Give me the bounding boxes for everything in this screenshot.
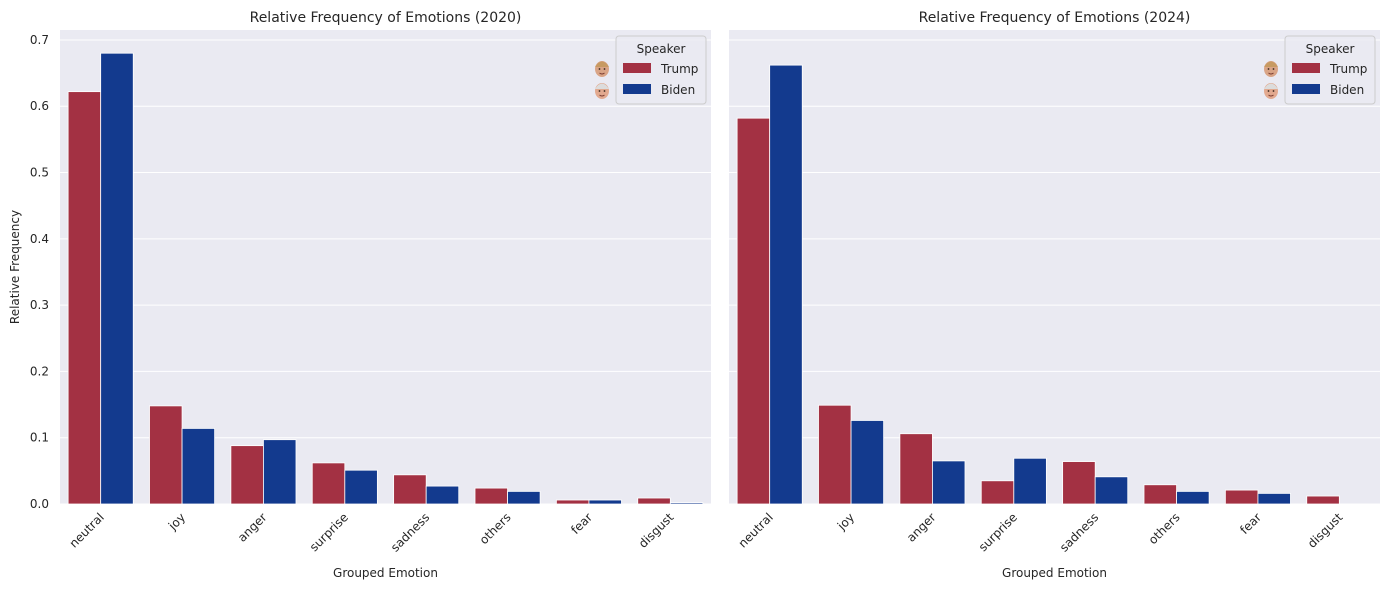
y-tick-label: 0.1 — [30, 431, 49, 445]
x-tick-label: others — [1146, 510, 1183, 547]
bar-trump-fear — [1224, 489, 1259, 505]
legend-swatch-biden — [1292, 84, 1320, 94]
eye — [603, 68, 606, 70]
legend-label-trump: Trump — [1329, 62, 1367, 76]
eye — [603, 90, 606, 92]
bar-biden-joy — [850, 420, 885, 505]
legend-title: Speaker — [637, 42, 686, 56]
biden-face-icon — [595, 83, 609, 99]
x-axis-label: Grouped Emotion — [1002, 566, 1107, 580]
y-tick-label: 0.6 — [30, 99, 49, 113]
x-tick-label: sadness — [388, 510, 432, 554]
chart-title: Relative Frequency of Emotions (2020) — [250, 10, 522, 26]
mouth — [1268, 72, 1274, 75]
bar-biden-sadness — [425, 485, 460, 505]
hair — [595, 61, 609, 67]
bar-biden-joy — [181, 428, 216, 505]
eye — [1267, 68, 1270, 70]
legend-swatch-trump — [1292, 63, 1320, 73]
bar-trump-surprise — [311, 462, 346, 505]
eye — [1272, 90, 1275, 92]
x-tick-label: neutral — [67, 510, 107, 550]
x-tick-label: surprise — [976, 510, 1020, 554]
biden-face-icon — [1264, 83, 1278, 99]
bar-biden-others — [507, 491, 541, 505]
x-axis-label: Grouped Emotion — [333, 566, 438, 580]
hair — [1264, 83, 1278, 89]
subplot-1: 0.0 0.1 0.2 0.3 0.4 0.5 0.6 0.7 neutral joy anger s… — [8, 10, 711, 580]
bar-biden-anger — [263, 439, 297, 505]
eye — [1267, 90, 1270, 92]
bar-trump-anger — [230, 445, 264, 505]
subplot-2: neutral joy anger surprise sadness others fear… — [729, 10, 1380, 580]
bar-biden-fear — [588, 499, 622, 505]
bar-biden-disgust — [669, 502, 704, 505]
x-tick-label: others — [477, 510, 514, 547]
x-tick-label: joy — [165, 510, 188, 533]
y-tick-label: 0.0 — [30, 497, 49, 511]
bar-trump-sadness — [1062, 461, 1096, 505]
bar-biden-surprise — [1013, 457, 1047, 505]
x-tick-label: neutral — [736, 510, 776, 550]
y-tick-label: 0.5 — [30, 166, 49, 180]
x-tick-label: fear — [1237, 510, 1264, 537]
bar-trump-neutral — [67, 91, 102, 505]
mouth — [1268, 94, 1274, 97]
chart-title: Relative Frequency of Emotions (2024) — [919, 10, 1191, 26]
x-tick-label: surprise — [307, 510, 351, 554]
bar-trump-joy — [818, 404, 852, 505]
bar-trump-neutral — [736, 117, 771, 505]
y-axis-label: Relative Frequency — [8, 210, 22, 324]
x-tick-label: disgust — [636, 510, 677, 551]
y-tick-label: 0.2 — [30, 364, 49, 378]
x-tick-label: anger — [235, 510, 270, 545]
y-tick-label: 0.7 — [30, 33, 49, 47]
bar-biden-sadness — [1094, 476, 1129, 505]
bar-biden-others — [1176, 491, 1210, 505]
y-tick-label: 0.4 — [30, 232, 49, 246]
bar-trump-disgust — [1306, 495, 1340, 505]
bar-biden-surprise — [344, 469, 378, 505]
legend-label-biden: Biden — [1330, 83, 1364, 97]
legend-label-biden: Biden — [661, 83, 695, 97]
legend: Speaker Trump Biden — [615, 35, 707, 105]
bar-biden-fear — [1257, 492, 1291, 505]
legend-label-trump: Trump — [660, 62, 698, 76]
bar-biden-neutral — [769, 64, 803, 505]
x-tick-label: disgust — [1305, 510, 1346, 551]
x-tick-label: sadness — [1057, 510, 1101, 554]
legend-swatch-biden — [623, 84, 651, 94]
bar-trump-others — [474, 487, 508, 505]
eye — [1272, 68, 1275, 70]
x-tick-label: joy — [834, 510, 857, 533]
mouth — [599, 72, 605, 75]
legend-swatch-trump — [623, 63, 651, 73]
bar-trump-disgust — [637, 497, 671, 505]
y-tick-label: 0.3 — [30, 298, 49, 312]
x-tick-label: fear — [568, 510, 595, 537]
bar-trump-surprise — [980, 480, 1015, 505]
legend: Speaker Trump Biden — [1284, 35, 1376, 105]
trump-face-icon — [595, 61, 609, 77]
bar-biden-neutral — [100, 52, 134, 505]
eye — [598, 90, 601, 92]
hair — [1264, 61, 1278, 67]
legend-title: Speaker — [1306, 42, 1355, 56]
eye — [598, 68, 601, 70]
bar-trump-others — [1143, 484, 1177, 505]
trump-face-icon — [1264, 61, 1278, 77]
bar-trump-sadness — [393, 474, 427, 505]
x-tick-label: anger — [904, 510, 939, 545]
bar-trump-fear — [555, 499, 590, 505]
bar-biden-anger — [932, 460, 966, 505]
bar-trump-anger — [899, 433, 933, 505]
bar-trump-joy — [149, 405, 183, 505]
mouth — [599, 94, 605, 97]
hair — [595, 83, 609, 89]
